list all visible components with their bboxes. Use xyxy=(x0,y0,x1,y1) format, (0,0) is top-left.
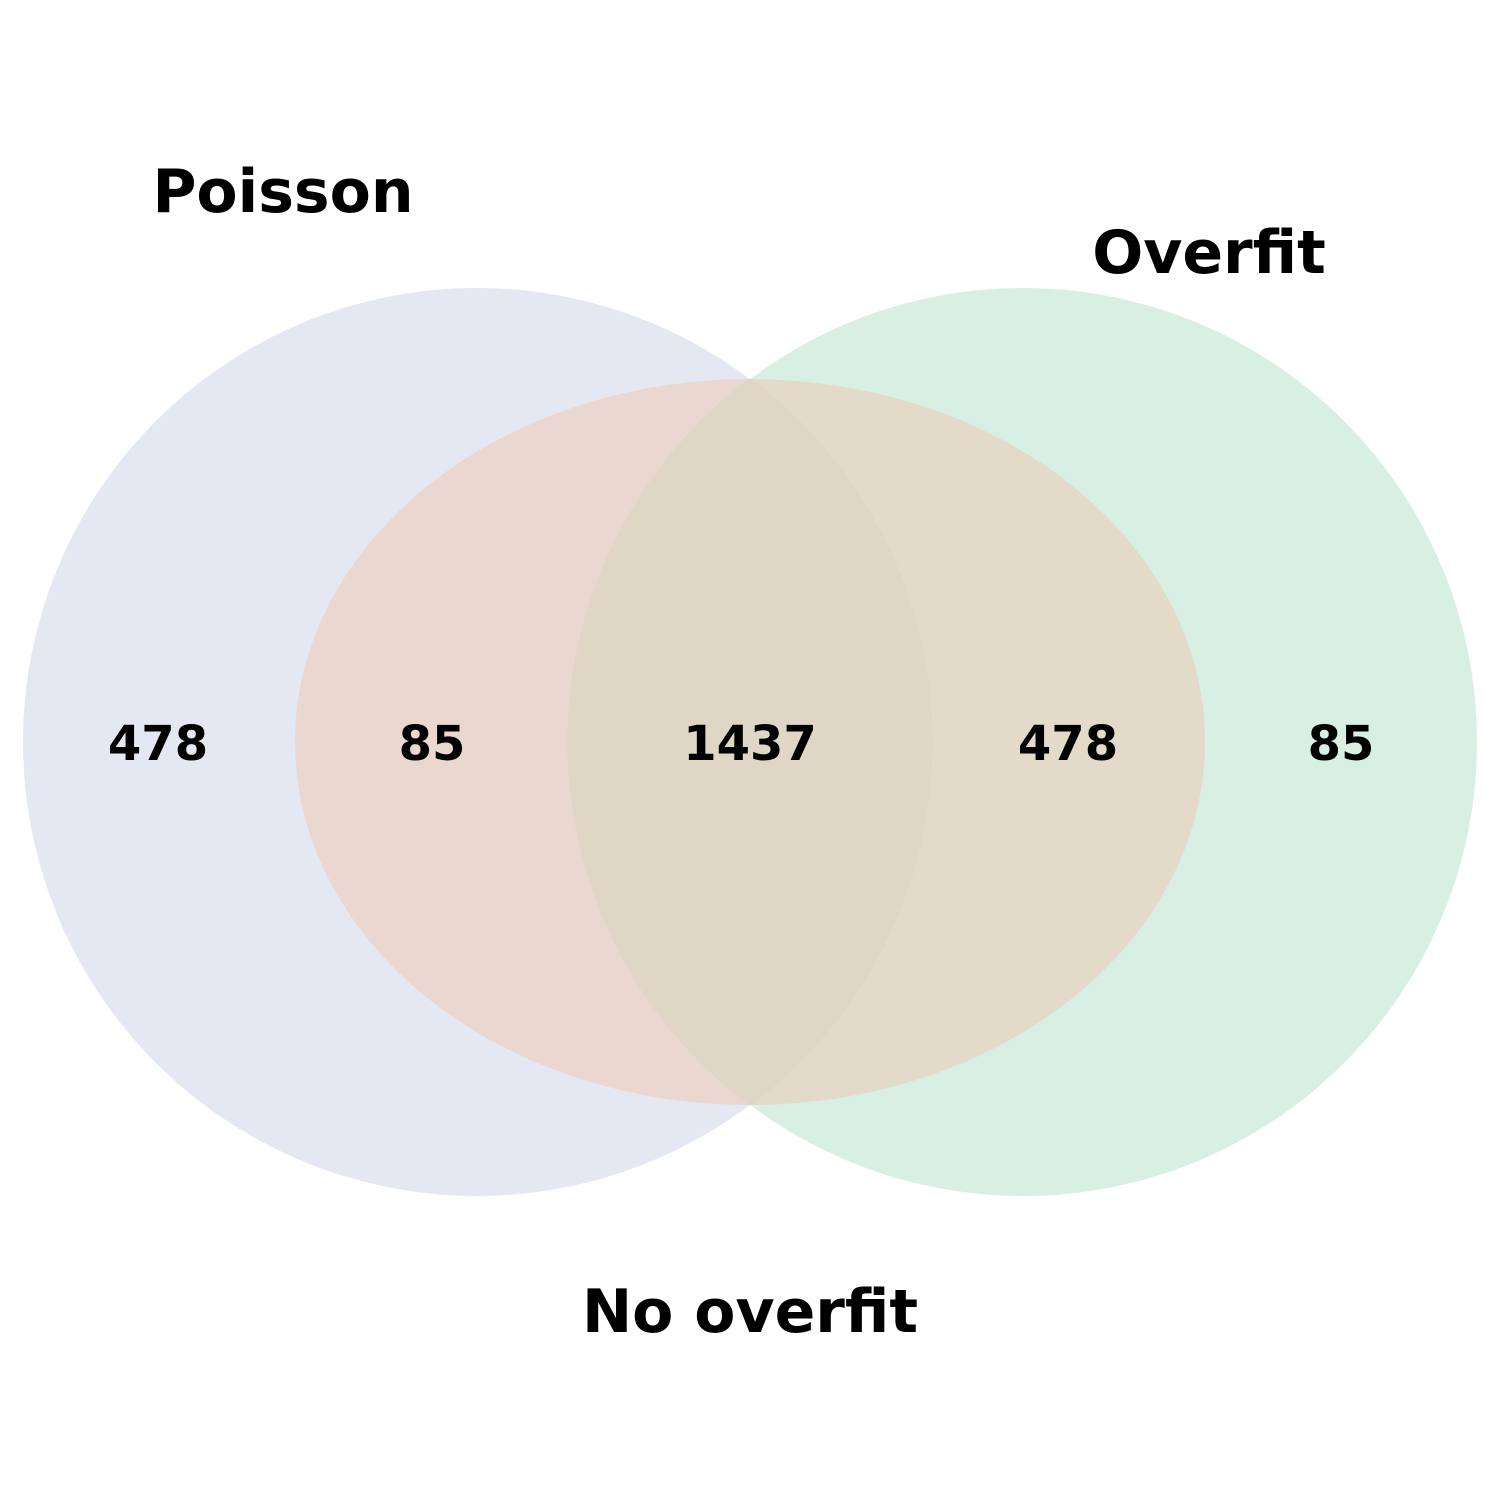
poisson-overfit-intersection xyxy=(567,378,933,1106)
poisson-set-label: Poisson xyxy=(152,157,413,227)
overfit-set-label: Overfit xyxy=(1092,218,1326,288)
poisson-no-overfit-count: 85 xyxy=(399,716,466,772)
poisson-only-count: 478 xyxy=(108,716,208,772)
no-overfit-set-label: No overfit xyxy=(582,1277,918,1347)
no-overfit-set-ellipse xyxy=(295,379,1205,1105)
overfit-only-count: 85 xyxy=(1308,716,1375,772)
region-counts: 478 85 1437 478 85 xyxy=(108,716,1375,772)
set-labels: Poisson Overfit No overfit xyxy=(152,157,1325,1347)
set-shapes xyxy=(23,288,1477,1196)
all-sets-count: 1437 xyxy=(683,716,817,772)
overfit-no-overfit-count: 478 xyxy=(1018,716,1118,772)
